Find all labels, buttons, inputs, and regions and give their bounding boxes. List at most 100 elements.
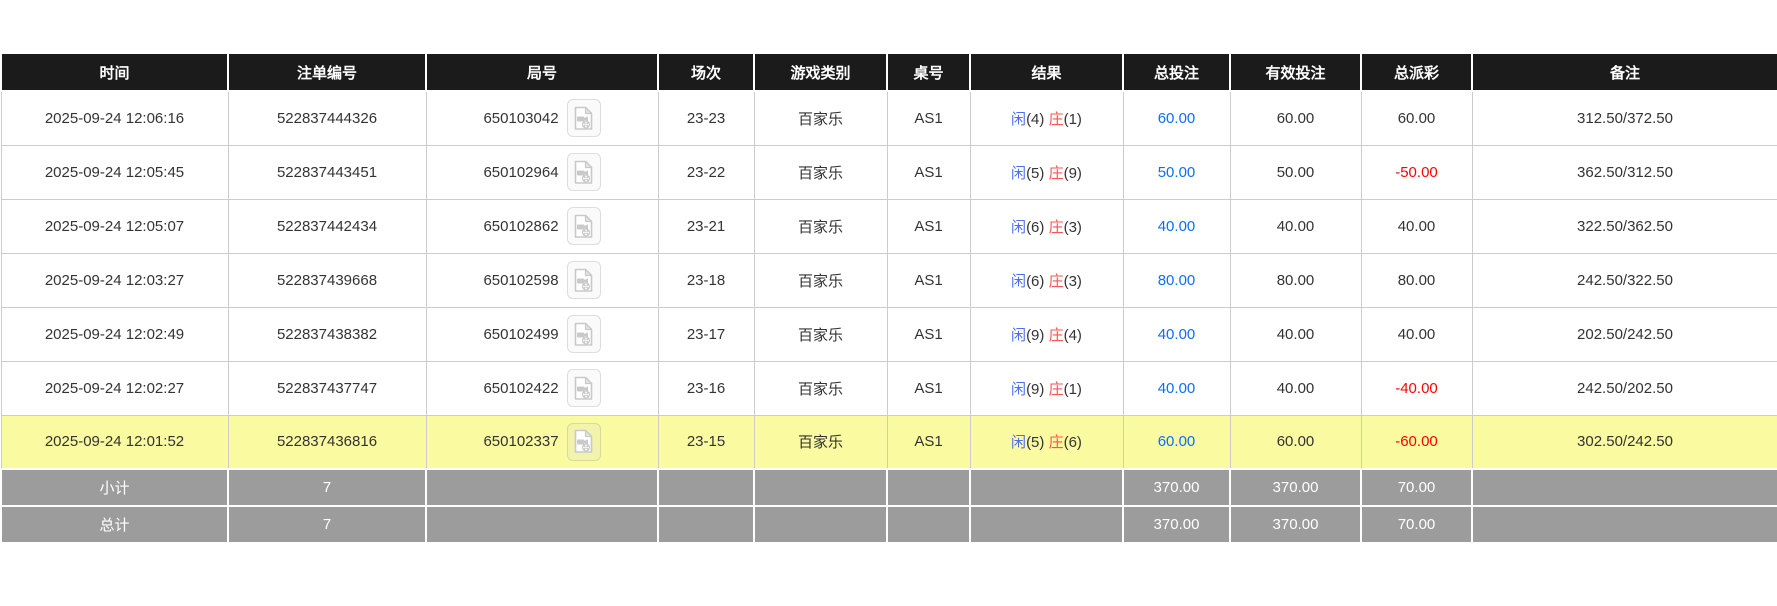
header-cell-bet-id: 注单编号 <box>227 52 427 92</box>
cell-session: 23-22 <box>657 144 755 200</box>
round-number: 650103042 <box>483 109 559 127</box>
valid-bet-amount: 40.00 <box>1276 217 1315 235</box>
valid-bet-amount: 80.00 <box>1276 271 1315 289</box>
cell-result: 闲(9) 庄(4) <box>969 306 1124 362</box>
bet-history-table: 时间 注单编号 局号 场次 游戏类别 桌号 结果 总投注 有效投注 总派彩 备注… <box>0 52 1777 544</box>
bet-record-row[interactable]: 2025-09-24 12:02:49 522837438382 6501024… <box>0 306 1777 362</box>
result-banker-value: (9) <box>1063 164 1082 182</box>
cell-bet-id: 522837438382 <box>227 306 427 362</box>
cell-bet-id: 522837444326 <box>227 90 427 146</box>
cell-table-no: AS1 <box>886 144 971 200</box>
remark-value: 362.50/312.50 <box>1577 163 1673 181</box>
bet-record-row[interactable]: 2025-09-24 12:01:52 522837436816 6501023… <box>0 414 1777 470</box>
game-type: 百家乐 <box>797 272 843 290</box>
header-cell-table-no: 桌号 <box>886 52 971 92</box>
subtotal-payout: 70.00 <box>1360 468 1473 507</box>
payout-amount: -60.00 <box>1395 433 1438 451</box>
cell-valid-bet: 40.00 <box>1229 360 1362 416</box>
header-cell-result: 结果 <box>969 52 1124 92</box>
cell-round: 650102499 <box>425 306 659 362</box>
video-replay-button[interactable] <box>566 422 601 461</box>
header-row: 时间 注单编号 局号 场次 游戏类别 桌号 结果 总投注 有效投注 总派彩 备注 <box>0 52 1777 92</box>
result-player-value: (4) <box>1026 110 1045 128</box>
video-replay-button[interactable] <box>566 261 601 299</box>
cell-session: 23-17 <box>657 306 755 362</box>
result-player-value: (6) <box>1026 272 1045 290</box>
bet-time: 2025-09-24 12:02:27 <box>44 379 185 397</box>
cell-table-no: AS1 <box>886 90 971 146</box>
cell-round: 650102598 <box>425 252 659 308</box>
result-player-value: (5) <box>1026 164 1045 182</box>
result-banker-value: (1) <box>1063 380 1082 398</box>
table-header: 时间 注单编号 局号 场次 游戏类别 桌号 结果 总投注 有效投注 总派彩 备注 <box>0 52 1777 92</box>
result-banker-label: 庄 <box>1048 164 1064 182</box>
total-row: 总计 7 370.00 370.00 70.00 <box>0 505 1777 544</box>
video-replay-button[interactable] <box>566 369 601 407</box>
cell-session: 23-21 <box>657 198 755 254</box>
result-banker-value: (3) <box>1063 218 1082 236</box>
subtotal-empty-remark <box>1471 468 1777 507</box>
cell-game-type: 百家乐 <box>753 306 888 362</box>
table-number: AS1 <box>914 433 943 451</box>
cell-total-bet: 80.00 <box>1122 252 1231 308</box>
bet-record-row[interactable]: 2025-09-24 12:06:16 522837444326 6501030… <box>0 90 1777 146</box>
cell-time: 2025-09-24 12:01:52 <box>0 414 229 470</box>
header-cell-total-bet: 总投注 <box>1122 52 1231 92</box>
header-cell-round: 局号 <box>425 52 659 92</box>
header-cell-game-type: 游戏类别 <box>753 52 888 92</box>
total-bet-amount: 60.00 <box>1157 109 1196 127</box>
subtotal-empty-round <box>425 468 659 507</box>
result-player-label: 闲 <box>1011 434 1027 452</box>
cell-remark: 302.50/242.50 <box>1471 414 1777 470</box>
cell-bet-id: 522837442434 <box>227 198 427 254</box>
cell-session: 23-18 <box>657 252 755 308</box>
video-file-icon <box>574 376 593 400</box>
bet-record-row[interactable]: 2025-09-24 12:05:45 522837443451 6501029… <box>0 144 1777 200</box>
result-player-value: (9) <box>1026 326 1045 344</box>
remark-value: 322.50/362.50 <box>1577 217 1673 235</box>
result-player-value: (9) <box>1026 380 1045 398</box>
cell-game-type: 百家乐 <box>753 360 888 416</box>
video-replay-button[interactable] <box>566 315 601 353</box>
cell-bet-id: 522837437747 <box>227 360 427 416</box>
bet-id: 522837437747 <box>276 379 378 397</box>
bet-record-row[interactable]: 2025-09-24 12:02:27 522837437747 6501024… <box>0 360 1777 416</box>
video-replay-button[interactable] <box>566 153 601 191</box>
result-banker-value: (1) <box>1063 110 1082 128</box>
result-banker-value: (6) <box>1063 434 1082 452</box>
cell-bet-id: 522837439668 <box>227 252 427 308</box>
video-replay-button[interactable] <box>566 207 601 245</box>
cell-valid-bet: 60.00 <box>1229 90 1362 146</box>
header-cell-time: 时间 <box>0 52 229 92</box>
bet-record-row[interactable]: 2025-09-24 12:03:27 522837439668 6501025… <box>0 252 1777 308</box>
cell-result: 闲(9) 庄(1) <box>969 360 1124 416</box>
session-number: 23-23 <box>686 109 726 127</box>
session-number: 23-21 <box>686 217 726 235</box>
cell-valid-bet: 80.00 <box>1229 252 1362 308</box>
cell-total-bet: 40.00 <box>1122 360 1231 416</box>
header-cell-remark: 备注 <box>1471 52 1777 92</box>
total-empty-result <box>969 505 1124 544</box>
total-bet-amount: 40.00 <box>1157 217 1196 235</box>
cell-payout: 40.00 <box>1360 198 1473 254</box>
cell-remark: 362.50/312.50 <box>1471 144 1777 200</box>
table-number: AS1 <box>914 271 943 289</box>
cell-round: 650103042 <box>425 90 659 146</box>
bet-time: 2025-09-24 12:02:49 <box>44 325 185 343</box>
payout-amount: -40.00 <box>1395 379 1438 397</box>
cell-payout: -60.00 <box>1360 414 1473 470</box>
video-replay-button[interactable] <box>566 99 601 138</box>
total-bet-amount: 40.00 <box>1157 379 1196 397</box>
bet-record-row[interactable]: 2025-09-24 12:05:07 522837442434 6501028… <box>0 198 1777 254</box>
cell-table-no: AS1 <box>886 252 971 308</box>
cell-game-type: 百家乐 <box>753 144 888 200</box>
bet-time: 2025-09-24 12:01:52 <box>44 433 185 451</box>
cell-table-no: AS1 <box>886 198 971 254</box>
total-empty-remark <box>1471 505 1777 544</box>
payout-amount: 80.00 <box>1397 271 1436 289</box>
remark-value: 312.50/372.50 <box>1577 109 1673 127</box>
payout-amount: 40.00 <box>1397 325 1436 343</box>
total-empty-game <box>753 505 888 544</box>
round-number: 650102964 <box>483 163 559 181</box>
cell-total-bet: 40.00 <box>1122 306 1231 362</box>
